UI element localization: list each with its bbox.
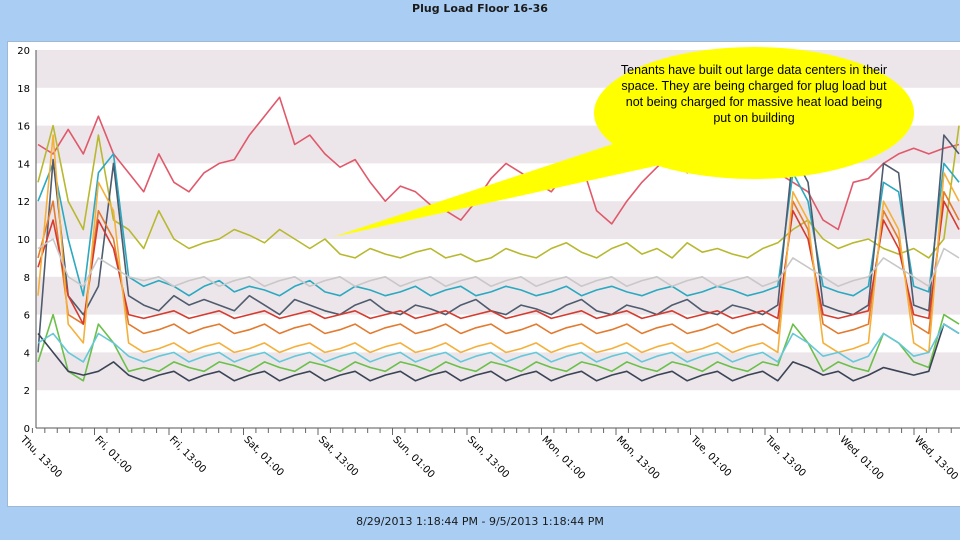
series-line (37, 323, 960, 382)
callout-text: Tenants have built out large data center… (620, 63, 888, 125)
grid-band (36, 352, 960, 391)
x-tick-label: Sun, 01:00 (390, 434, 436, 480)
y-tick-label: 2 (24, 386, 30, 397)
series-line (37, 124, 960, 263)
series-line (37, 134, 960, 354)
grid-band (36, 201, 960, 239)
x-tick-label: Mon, 13:00 (614, 434, 662, 482)
y-tick-label: 8 (24, 273, 30, 284)
y-tick-label: 0 (24, 424, 30, 435)
x-tick-label: Wed, 01:00 (837, 434, 885, 482)
y-tick-label: 10 (17, 235, 30, 246)
x-tick-label: Fri, 01:00 (92, 434, 133, 475)
grid-band (36, 125, 960, 164)
series-line (37, 313, 960, 382)
y-tick-label: 14 (17, 159, 30, 170)
chart-title: Plug Load Floor 16-36 (412, 2, 548, 15)
y-tick-label: 16 (17, 122, 30, 133)
y-tick-label: 18 (17, 84, 30, 95)
x-tick-label: Tue, 01:00 (688, 434, 733, 479)
date-range: 8/29/2013 1:18:44 PM - 9/5/2013 1:18:44 … (356, 515, 604, 528)
series-line (37, 323, 960, 363)
series-line (37, 238, 960, 288)
y-tick-label: 20 (17, 46, 30, 57)
y-tick-label: 12 (17, 197, 30, 208)
series-line (37, 200, 960, 325)
x-tick-label: Mon, 01:00 (539, 434, 587, 482)
y-tick-label: 6 (24, 311, 30, 322)
series-line (37, 153, 960, 297)
x-tick-label: Sat, 01:00 (241, 434, 285, 478)
x-tick-label: Sat, 13:00 (316, 434, 360, 478)
x-tick-label: Sun, 13:00 (465, 434, 511, 480)
x-tick-label: Wed, 13:00 (912, 434, 960, 482)
x-tick-label: Thu, 13:00 (17, 434, 64, 481)
series-line (37, 191, 960, 335)
x-tick-label: Fri, 13:00 (167, 434, 208, 475)
y-tick-label: 4 (24, 348, 30, 359)
x-tick-label: Tue, 13:00 (762, 434, 807, 479)
